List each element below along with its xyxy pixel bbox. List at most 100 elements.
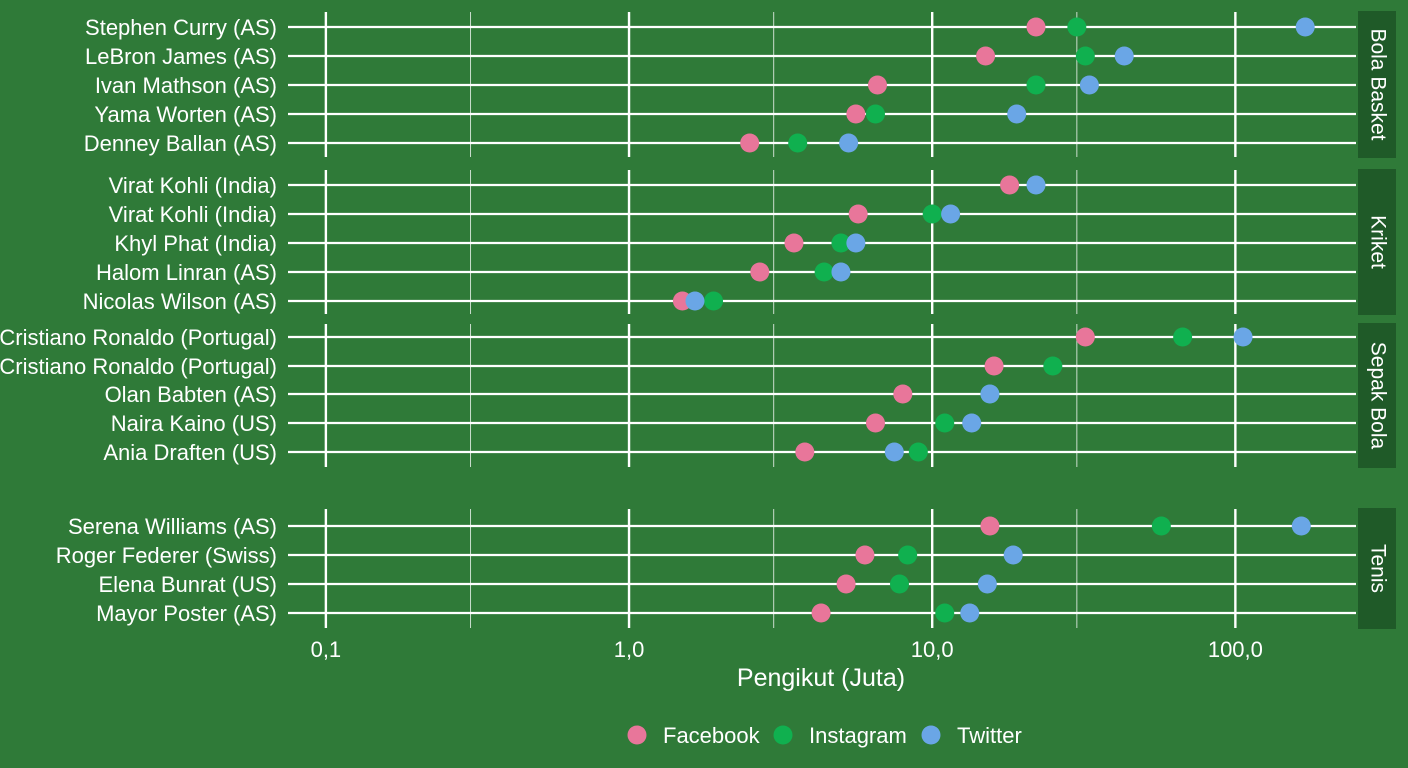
data-point-facebook (893, 384, 913, 404)
data-point-twitter (831, 262, 851, 282)
facet-strip-label: Bola Basket (1366, 28, 1389, 140)
data-point-facebook (846, 104, 866, 124)
row-label: Halom Linran (AS) (96, 260, 277, 285)
data-point-instagram (865, 104, 885, 124)
data-point-facebook (867, 75, 887, 95)
data-point-twitter (685, 291, 705, 311)
x-tick-label: 1,0 (614, 637, 645, 662)
data-point-twitter (884, 442, 904, 462)
legend-swatch (773, 725, 793, 745)
data-point-instagram (831, 233, 851, 253)
row-label: Cristiano Ronaldo (Portugal) (0, 325, 277, 350)
data-point-instagram (935, 603, 955, 623)
data-point-instagram (1151, 516, 1171, 536)
data-point-twitter (1295, 17, 1315, 37)
row-label: Khyl Phat (India) (114, 231, 277, 256)
x-tick-label: 0,1 (311, 637, 342, 662)
row-label: Olan Babten (AS) (105, 382, 277, 407)
data-point-facebook (811, 603, 831, 623)
data-point-twitter (1114, 46, 1134, 66)
row-label: Roger Federer (Swiss) (56, 543, 277, 568)
facet-strip-label: Kriket (1366, 215, 1389, 269)
facet-strip-label: Sepak Bola (1366, 342, 1389, 450)
legend-label: Instagram (809, 723, 907, 748)
panels-layer: Stephen Curry (AS) LeBron James (AS) Ivan … (0, 11, 1396, 629)
panel: Stephen Curry (AS) LeBron James (AS) Ivan … (84, 11, 1396, 158)
legend-label: Facebook (663, 723, 761, 748)
data-point-instagram (1026, 75, 1046, 95)
data-point-facebook (848, 204, 868, 224)
facet-strip (1358, 169, 1396, 315)
row-label: Stephen Curry (AS) (85, 15, 277, 40)
data-point-instagram (935, 413, 955, 433)
data-point-twitter (839, 133, 859, 153)
x-axis-title: Pengikut (Juta) (737, 664, 905, 692)
data-point-instagram (704, 291, 724, 311)
data-point-twitter (980, 384, 1000, 404)
data-point-twitter (1079, 75, 1099, 95)
data-point-facebook (836, 574, 856, 594)
row-label: LeBron James (AS) (85, 44, 277, 69)
data-point-facebook (740, 133, 760, 153)
row-label: Ivan Mathson (AS) (95, 73, 277, 98)
row-label: Mayor Poster (AS) (96, 601, 277, 626)
facet-strip-label: Tenis (1366, 544, 1389, 593)
legend-swatch (921, 725, 941, 745)
row-label: Denney Ballan (AS) (84, 131, 277, 156)
data-point-facebook (784, 233, 804, 253)
data-point-instagram (889, 574, 909, 594)
data-point-twitter (846, 233, 866, 253)
data-point-instagram (908, 442, 928, 462)
x-axis-ticks: 0,1 1,0 10,0 100,0 (311, 637, 1263, 662)
data-point-facebook (984, 356, 1004, 376)
panel: Cristiano Ronaldo (Portugal) Cristiano Ro… (0, 323, 1396, 468)
facet-strip (1358, 323, 1396, 468)
panel: Serena Williams (AS) Roger Federer (Swiss… (56, 508, 1396, 629)
legend-swatch (627, 725, 647, 745)
row-label: Yama Worten (AS) (94, 102, 277, 127)
panel: Virat Kohli (India) Virat Kohli (India) Kh… (83, 169, 1396, 315)
row-label: Virat Kohli (India) (109, 173, 277, 198)
data-point-facebook (976, 46, 996, 66)
data-point-facebook (1026, 17, 1046, 37)
facet-strip (1358, 11, 1396, 158)
row-label: Naira Kaino (US) (111, 411, 277, 436)
data-point-facebook (980, 516, 1000, 536)
data-point-instagram (1043, 356, 1063, 376)
data-point-instagram (814, 262, 834, 282)
data-point-instagram (1173, 327, 1193, 347)
x-tick-label: 10,0 (911, 637, 954, 662)
data-point-instagram (1067, 17, 1087, 37)
row-label: Ania Draften (US) (103, 440, 277, 465)
x-tick-label: 100,0 (1208, 637, 1263, 662)
data-point-instagram (788, 133, 808, 153)
data-point-facebook (1075, 327, 1095, 347)
data-point-twitter (977, 574, 997, 594)
data-point-twitter (1291, 516, 1311, 536)
data-point-twitter (960, 603, 980, 623)
legend: Facebook Instagram Twitter (627, 723, 1022, 748)
data-point-facebook (795, 442, 815, 462)
data-point-facebook (1000, 175, 1020, 195)
row-label: Elena Bunrat (US) (98, 572, 277, 597)
data-point-twitter (1233, 327, 1253, 347)
row-label: Cristiano Ronaldo (Portugal) (0, 354, 277, 379)
legend-label: Twitter (957, 723, 1022, 748)
row-label: Nicolas Wilson (AS) (83, 289, 277, 314)
data-point-facebook (865, 413, 885, 433)
data-point-twitter (1026, 175, 1046, 195)
data-point-facebook (855, 545, 875, 565)
facet-strip (1358, 508, 1396, 629)
data-point-facebook (750, 262, 770, 282)
data-point-twitter (1007, 104, 1027, 124)
row-label: Serena Williams (AS) (68, 514, 277, 539)
data-point-instagram (922, 204, 942, 224)
data-point-twitter (1003, 545, 1023, 565)
data-point-twitter (941, 204, 961, 224)
row-label: Virat Kohli (India) (109, 202, 277, 227)
data-point-twitter (962, 413, 982, 433)
data-point-instagram (898, 545, 918, 565)
data-point-instagram (1075, 46, 1095, 66)
